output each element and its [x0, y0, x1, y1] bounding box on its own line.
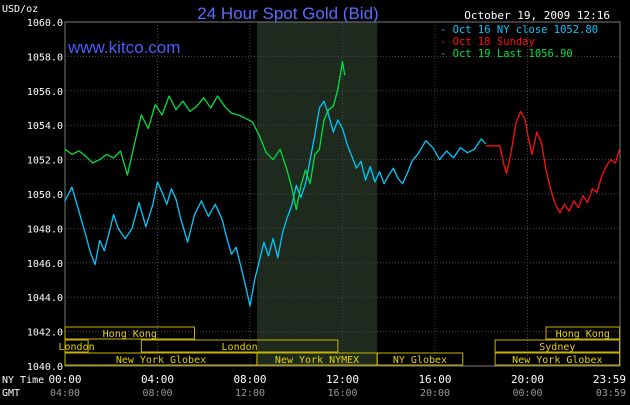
x-tick-gmt-3: 16:00 — [327, 388, 357, 399]
session-label-3: London — [222, 342, 258, 353]
series-line-2 — [64, 60, 346, 211]
legend-entry-0: - Oct 16 NY close 1052.80 — [440, 24, 598, 36]
session-label-8: New York Globex — [512, 355, 602, 366]
x-tick-gmt-0: 04:00 — [50, 388, 80, 399]
session-label-4: Sydney — [539, 342, 575, 353]
session-bar-0 — [64, 326, 195, 340]
session-label-1: Hong Kong — [556, 329, 610, 340]
x-tick-ny-1: 04:00 — [141, 373, 174, 386]
session-bar-3 — [140, 339, 339, 353]
y-tick-label-2: 1044.0 — [27, 293, 63, 304]
y-tick-label-9: 1058.0 — [27, 52, 63, 63]
session-bar-2 — [64, 339, 89, 353]
legend-entry-2: - Oct 19 Last 1056.90 — [440, 48, 573, 60]
y-tick-label-6: 1052.0 — [27, 156, 63, 167]
x-tick-ny-2: 08:00 — [233, 373, 266, 386]
series-line-0 — [64, 100, 487, 307]
session-label-7: NY Globex — [393, 355, 447, 366]
y-tick-label-7: 1054.0 — [27, 121, 63, 132]
x-tick-ny-4: 16:00 — [418, 373, 451, 386]
x-tick-gmt-5: 00:00 — [512, 388, 542, 399]
y-tick-label-8: 1056.0 — [27, 87, 63, 98]
session-bar-8 — [494, 352, 621, 366]
session-label-0: Hong Kong — [103, 329, 157, 340]
x-tick-ny-3: 12:00 — [326, 373, 359, 386]
session-bar-7 — [376, 352, 464, 366]
legend: - Oct 16 NY close 1052.80- Oct 18 Sunday… — [440, 24, 598, 60]
x-tick-gmt-2: 12:00 — [235, 388, 265, 399]
website-label[interactable]: www.kitco.com — [67, 38, 180, 57]
unit-label: USD/oz — [2, 4, 38, 15]
session-bar-1 — [545, 326, 621, 340]
grid-layer — [64, 21, 621, 367]
y-tick-label-0: 1040.0 — [27, 362, 63, 373]
y-tick-label-3: 1046.0 — [27, 259, 63, 270]
y-tick-label-5: 1050.0 — [27, 190, 63, 201]
x-tick-gmt-6: 03:59 — [596, 388, 626, 399]
x-tick-gmt-4: 20:00 — [420, 388, 450, 399]
session-label-6: New York NYMEX — [275, 355, 359, 366]
x-row-label-ny: NY Time — [2, 375, 44, 386]
timestamp: October 19, 2009 12:16 — [464, 9, 610, 22]
session-bar-4 — [494, 339, 621, 353]
axis-layer: 1040.0 1042.0 1044.0 1046.0 1048.0 1050.0 1052… — [2, 18, 626, 399]
legend-entry-1: - Oct 18 Sunday — [440, 36, 535, 48]
x-tick-ny-6: 23:59 — [593, 373, 626, 386]
chart-title: 24 Hour Spot Gold (Bid) — [197, 4, 378, 23]
x-tick-gmt-1: 08:00 — [142, 388, 172, 399]
x-tick-ny-5: 20:00 — [511, 373, 544, 386]
series-line-1 — [485, 110, 621, 214]
series-layer — [64, 60, 621, 307]
x-tick-ny-0: 00:00 — [48, 373, 81, 386]
plot-border — [64, 21, 621, 367]
x-row-label-gmt: GMT — [2, 388, 20, 399]
session-bars: Hong Kong Hong Kong London London Sydney New … — [59, 326, 621, 366]
session-label-2: London — [59, 342, 95, 353]
y-tick-label-1: 1042.0 — [27, 328, 63, 339]
session-label-5: New York Globex — [116, 355, 206, 366]
y-tick-label-4: 1048.0 — [27, 224, 63, 235]
y-tick-label-10: 1060.0 — [27, 18, 63, 29]
